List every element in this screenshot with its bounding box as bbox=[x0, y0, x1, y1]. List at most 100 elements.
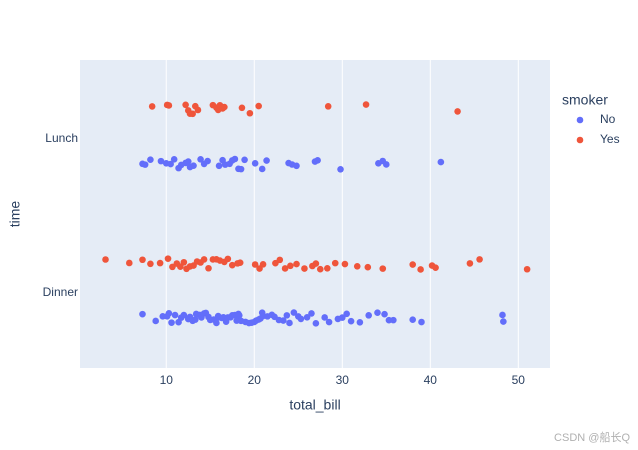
point bbox=[182, 101, 189, 109]
point bbox=[316, 265, 324, 273]
point bbox=[338, 314, 346, 321]
point bbox=[156, 259, 164, 267]
point bbox=[286, 319, 293, 327]
point bbox=[237, 165, 245, 173]
point bbox=[241, 156, 248, 164]
point bbox=[293, 162, 300, 170]
point bbox=[374, 309, 381, 317]
point bbox=[184, 158, 192, 165]
point bbox=[321, 314, 328, 321]
point bbox=[168, 319, 175, 326]
point bbox=[167, 160, 174, 168]
point bbox=[382, 161, 390, 168]
point bbox=[180, 258, 188, 266]
point bbox=[259, 261, 267, 268]
point bbox=[293, 260, 300, 268]
point bbox=[165, 310, 173, 317]
point bbox=[251, 261, 259, 268]
point bbox=[215, 162, 223, 170]
y-tick-label: Dinner bbox=[43, 285, 78, 299]
point bbox=[418, 318, 425, 326]
point bbox=[238, 104, 246, 112]
point bbox=[365, 312, 372, 319]
point bbox=[287, 262, 294, 270]
point bbox=[194, 106, 202, 114]
point bbox=[102, 256, 109, 263]
point bbox=[343, 310, 350, 318]
point bbox=[204, 157, 211, 165]
x-tick-label: 20 bbox=[248, 373, 262, 387]
point bbox=[236, 312, 243, 319]
point bbox=[139, 256, 146, 264]
point bbox=[221, 103, 228, 111]
legend-title: smoker bbox=[562, 92, 608, 108]
point bbox=[157, 157, 165, 165]
point bbox=[263, 157, 270, 164]
point bbox=[390, 316, 397, 324]
point bbox=[170, 156, 178, 163]
legend-label: No bbox=[600, 112, 616, 126]
point bbox=[152, 317, 159, 325]
point bbox=[364, 263, 372, 271]
point bbox=[308, 310, 315, 317]
point bbox=[337, 165, 344, 173]
point bbox=[255, 102, 262, 110]
point bbox=[454, 108, 461, 115]
point bbox=[139, 310, 146, 318]
point bbox=[281, 265, 289, 272]
point bbox=[356, 319, 364, 326]
point bbox=[301, 265, 308, 272]
point bbox=[280, 317, 287, 324]
point bbox=[197, 155, 204, 163]
point bbox=[466, 260, 474, 267]
point bbox=[499, 311, 506, 319]
point bbox=[258, 165, 266, 173]
point bbox=[362, 101, 370, 108]
point bbox=[324, 103, 332, 110]
point bbox=[325, 318, 333, 326]
point bbox=[205, 264, 212, 272]
point bbox=[283, 312, 291, 319]
point bbox=[379, 265, 387, 272]
point bbox=[276, 256, 284, 264]
point bbox=[409, 261, 416, 268]
point bbox=[147, 156, 154, 164]
point bbox=[191, 316, 199, 323]
point bbox=[228, 261, 236, 269]
point bbox=[476, 256, 483, 263]
point bbox=[432, 264, 439, 271]
point bbox=[297, 315, 305, 323]
point bbox=[224, 255, 232, 263]
point bbox=[200, 256, 208, 263]
point bbox=[312, 320, 320, 327]
point bbox=[231, 155, 239, 163]
point bbox=[314, 157, 321, 164]
point bbox=[303, 314, 311, 321]
point bbox=[417, 266, 424, 273]
point bbox=[331, 259, 339, 267]
point bbox=[141, 161, 149, 168]
point bbox=[246, 109, 254, 117]
point bbox=[437, 158, 445, 166]
point bbox=[353, 262, 361, 270]
point bbox=[341, 260, 349, 268]
point bbox=[381, 310, 388, 318]
point bbox=[180, 311, 188, 319]
point bbox=[171, 311, 179, 319]
x-tick-label: 50 bbox=[512, 373, 526, 387]
y-axis-title: time bbox=[7, 201, 23, 228]
x-tick-label: 30 bbox=[336, 373, 350, 387]
point bbox=[125, 259, 133, 267]
point bbox=[409, 316, 416, 324]
legend-marker bbox=[576, 116, 584, 124]
point bbox=[324, 264, 331, 272]
watermark: CSDN @船长Q bbox=[554, 430, 630, 444]
legend-label: Yes bbox=[600, 132, 620, 146]
legend-marker bbox=[576, 136, 584, 144]
point bbox=[290, 309, 298, 316]
point bbox=[189, 110, 196, 118]
point bbox=[165, 102, 173, 109]
point bbox=[523, 265, 531, 273]
x-axis-title: total_bill bbox=[289, 397, 340, 413]
